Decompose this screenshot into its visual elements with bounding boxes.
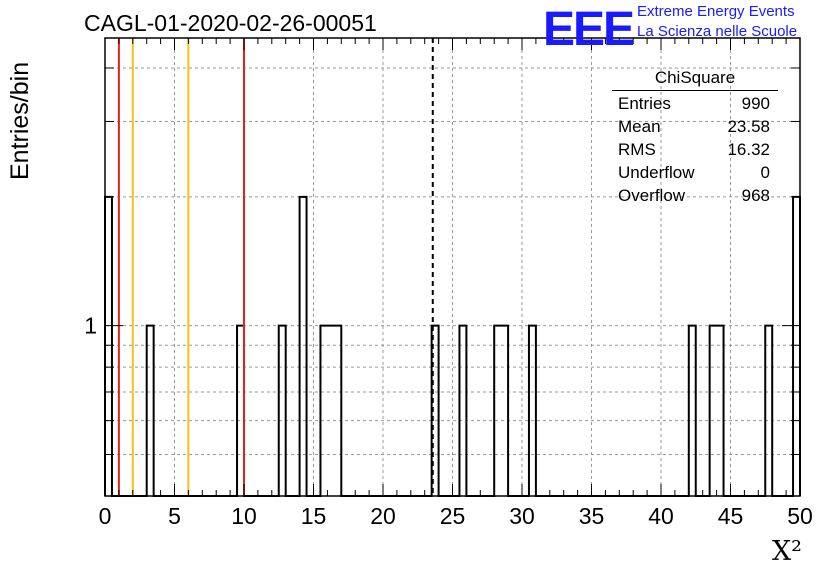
histogram-bar bbox=[765, 326, 772, 496]
stats-row: Overflow 968 bbox=[612, 184, 778, 207]
x-tick-label: 50 bbox=[787, 503, 813, 529]
x-axis-label: X² bbox=[771, 536, 802, 567]
histogram-bar bbox=[279, 326, 286, 496]
histogram-bar bbox=[494, 326, 501, 496]
stats-row: Underflow 0 bbox=[612, 161, 778, 184]
y-axis-label: Entries/bin bbox=[6, 61, 34, 180]
stats-value: 23.58 bbox=[727, 117, 770, 136]
stats-value: 16.32 bbox=[727, 140, 770, 159]
logo-subtitle-1: Extreme Energy Events bbox=[637, 3, 795, 20]
x-tick-label: 30 bbox=[509, 503, 535, 529]
x-tick-label: 25 bbox=[440, 503, 466, 529]
histogram-bar bbox=[105, 197, 112, 496]
histogram-bar bbox=[501, 326, 508, 496]
stats-row: Entries 990 bbox=[612, 92, 778, 115]
stats-label: Overflow bbox=[618, 186, 686, 205]
histogram-bar bbox=[717, 326, 724, 496]
stats-label: Underflow bbox=[618, 163, 695, 182]
x-tick-label: 20 bbox=[370, 503, 396, 529]
stats-value: 968 bbox=[741, 186, 770, 205]
histogram-bar bbox=[334, 326, 341, 496]
stats-value: 0 bbox=[760, 163, 770, 182]
y-tick-label: 1 bbox=[84, 313, 97, 339]
reference-lines bbox=[117, 38, 434, 496]
x-tick-label: 10 bbox=[231, 503, 257, 529]
axis-ticks: 0 5 10 15 20 25 30 35 40 45 50 1 bbox=[84, 38, 813, 529]
x-tick-label: 35 bbox=[579, 503, 605, 529]
stats-label: RMS bbox=[618, 140, 656, 159]
chart-title: CAGL-01-2020-02-26-00051 bbox=[84, 10, 377, 36]
histogram-bar bbox=[689, 326, 696, 496]
stats-label: Mean bbox=[618, 117, 661, 136]
histogram-bar bbox=[529, 326, 536, 496]
stats-row: Mean 23.58 bbox=[612, 115, 778, 138]
histogram-bar bbox=[459, 326, 466, 496]
stats-title: ChiSquare bbox=[612, 68, 778, 91]
stats-label: Entries bbox=[618, 94, 671, 113]
stats-row: RMS 16.32 bbox=[612, 138, 778, 161]
stats-box: ChiSquare Entries 990 Mean 23.58 RMS 16.… bbox=[612, 68, 778, 207]
histogram-bar bbox=[327, 326, 334, 496]
histogram-bar bbox=[793, 197, 800, 496]
eee-logo: EEE bbox=[543, 3, 635, 56]
logo-subtitle-2: La Scienza nelle Scuole bbox=[637, 23, 798, 40]
x-tick-label: 5 bbox=[168, 503, 181, 529]
x-tick-label: 45 bbox=[718, 503, 744, 529]
histogram-bar bbox=[237, 326, 244, 496]
x-tick-label: 0 bbox=[99, 503, 112, 529]
stats-value: 990 bbox=[741, 94, 770, 113]
histogram-bar bbox=[300, 197, 307, 496]
grid-lines bbox=[105, 38, 800, 496]
histogram-bar bbox=[320, 326, 327, 496]
histogram-bar bbox=[147, 326, 154, 496]
histogram-bar bbox=[710, 326, 717, 496]
x-tick-label: 40 bbox=[648, 503, 674, 529]
x-tick-label: 15 bbox=[301, 503, 327, 529]
